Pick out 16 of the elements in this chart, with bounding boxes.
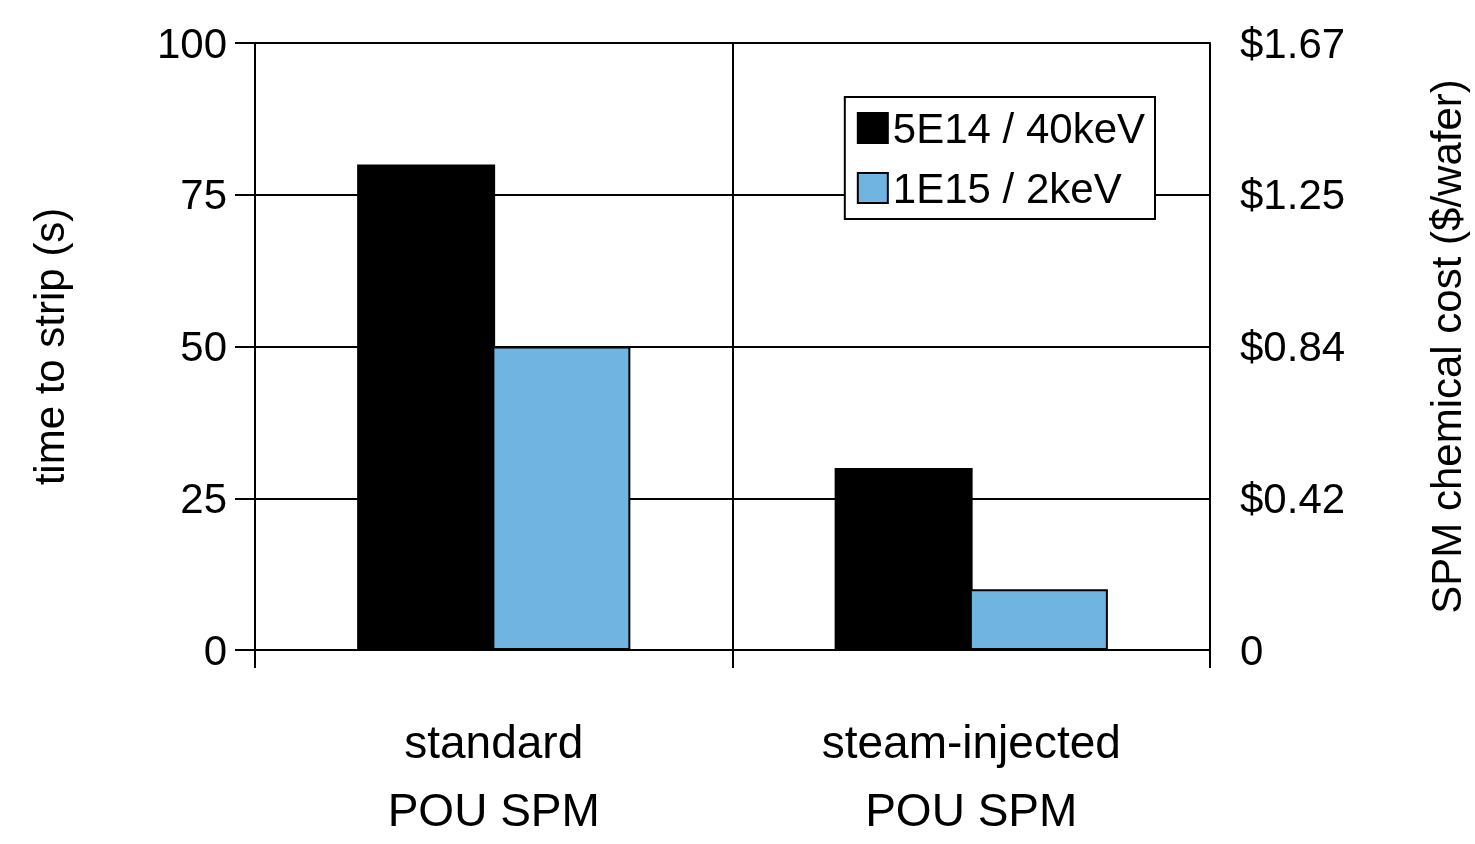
y-tick-label: 100	[156, 19, 227, 67]
y-axis-title: time to strip (s)	[25, 207, 73, 486]
x-tick-label: steam-injected POU SPM	[821, 716, 1121, 836]
y2-tick-label: $0.84	[1240, 323, 1346, 370]
y2-axis-title: SPM chemical cost ($/wafer)	[1422, 79, 1470, 614]
y-tick-label: 50	[180, 323, 227, 370]
y-tick-label: 75	[180, 171, 227, 219]
y2-tick-label: 0	[1240, 626, 1264, 674]
legend-label: 1E15 / 2keV	[892, 164, 1122, 212]
x-tick-label: standard POU SPM	[387, 716, 600, 836]
y-tick-label: 0	[203, 626, 227, 674]
y2-tick-label: $1.25	[1240, 171, 1346, 219]
y2-tick-label: $0.42	[1240, 474, 1346, 522]
legend-label: 5E14 / 40keV	[892, 104, 1145, 152]
y2-tick-label: $1.67	[1240, 19, 1346, 67]
y-tick-label: 25	[180, 474, 227, 522]
